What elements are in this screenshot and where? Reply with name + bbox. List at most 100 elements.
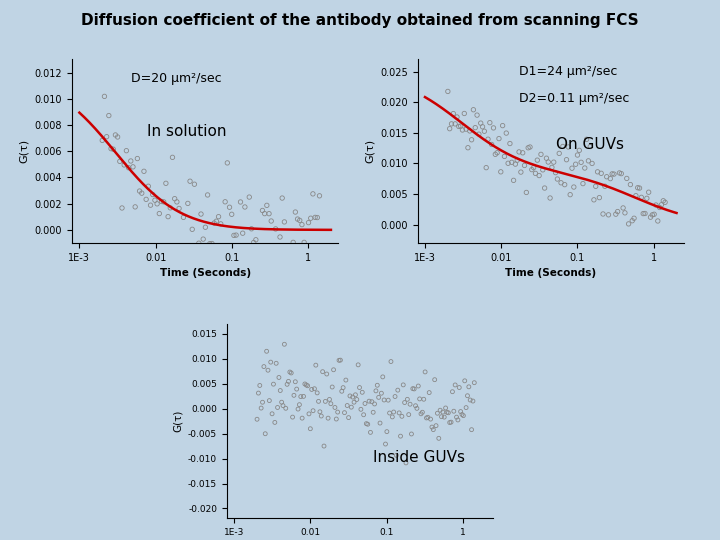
- Point: [408, 384, 420, 393]
- Point: [590, 182, 601, 191]
- Point: [493, 134, 505, 143]
- Point: [176, 247, 187, 255]
- Point: [625, 180, 636, 189]
- Point: [336, 387, 348, 396]
- Point: [268, 274, 279, 282]
- Point: [451, 113, 463, 122]
- Point: [330, 415, 342, 423]
- Point: [258, 362, 270, 371]
- Point: [410, 401, 421, 410]
- Point: [365, 428, 377, 437]
- Point: [195, 210, 207, 218]
- Point: [539, 184, 550, 192]
- Point: [191, 243, 202, 252]
- Point: [508, 176, 519, 185]
- Point: [448, 407, 459, 416]
- Point: [415, 409, 427, 418]
- Point: [466, 426, 477, 434]
- Point: [515, 168, 526, 177]
- Point: [581, 135, 593, 144]
- Point: [477, 123, 488, 131]
- Point: [340, 376, 351, 384]
- Point: [431, 421, 442, 430]
- Point: [274, 233, 286, 241]
- Point: [637, 210, 649, 218]
- Point: [241, 246, 253, 254]
- Point: [654, 203, 665, 212]
- Point: [419, 368, 431, 376]
- Point: [460, 125, 472, 133]
- Point: [479, 127, 490, 136]
- Point: [458, 411, 469, 420]
- Point: [452, 416, 464, 424]
- Point: [287, 413, 298, 421]
- Point: [118, 160, 130, 169]
- Point: [595, 169, 607, 178]
- Point: [246, 225, 257, 233]
- Point: [314, 192, 325, 200]
- Point: [317, 367, 328, 376]
- Point: [626, 217, 638, 225]
- Point: [446, 387, 458, 396]
- Point: [320, 397, 331, 406]
- Point: [469, 123, 481, 132]
- Point: [355, 405, 366, 414]
- Point: [526, 165, 538, 174]
- Point: [497, 122, 508, 130]
- Point: [639, 209, 651, 218]
- Point: [300, 381, 312, 389]
- Point: [487, 124, 499, 132]
- Point: [169, 194, 181, 203]
- X-axis label: Time (Seconds): Time (Seconds): [505, 268, 596, 278]
- Point: [486, 140, 498, 149]
- Point: [291, 385, 302, 394]
- Point: [138, 167, 150, 176]
- Point: [222, 159, 233, 167]
- Point: [422, 413, 433, 422]
- Point: [344, 392, 356, 400]
- Point: [570, 160, 582, 168]
- Point: [252, 242, 264, 251]
- Point: [593, 193, 605, 202]
- Point: [261, 201, 273, 210]
- Point: [393, 409, 405, 417]
- Point: [253, 389, 264, 397]
- Point: [289, 208, 301, 217]
- Point: [96, 136, 108, 145]
- Point: [272, 269, 284, 278]
- Point: [484, 118, 495, 127]
- Point: [312, 389, 323, 397]
- Point: [367, 408, 379, 417]
- Point: [530, 169, 541, 178]
- Point: [454, 383, 465, 392]
- Point: [343, 413, 354, 422]
- Point: [264, 210, 275, 218]
- Point: [577, 179, 589, 188]
- Point: [303, 409, 315, 418]
- Point: [586, 159, 598, 168]
- Point: [400, 458, 412, 467]
- Point: [112, 133, 123, 141]
- Point: [554, 149, 565, 158]
- Text: In solution: In solution: [147, 124, 226, 139]
- Point: [373, 393, 384, 402]
- Point: [407, 384, 418, 393]
- Point: [561, 156, 572, 164]
- Point: [285, 245, 297, 253]
- Point: [612, 207, 624, 216]
- Point: [606, 170, 618, 178]
- Point: [418, 395, 430, 403]
- Point: [213, 212, 225, 221]
- Point: [277, 401, 289, 410]
- Point: [605, 174, 616, 183]
- Point: [585, 142, 596, 151]
- Point: [114, 157, 125, 166]
- Point: [105, 144, 117, 153]
- Point: [282, 380, 293, 389]
- Point: [206, 239, 217, 248]
- Point: [109, 131, 121, 139]
- Point: [151, 199, 163, 208]
- Point: [295, 392, 307, 401]
- Point: [592, 167, 603, 176]
- Point: [562, 143, 574, 151]
